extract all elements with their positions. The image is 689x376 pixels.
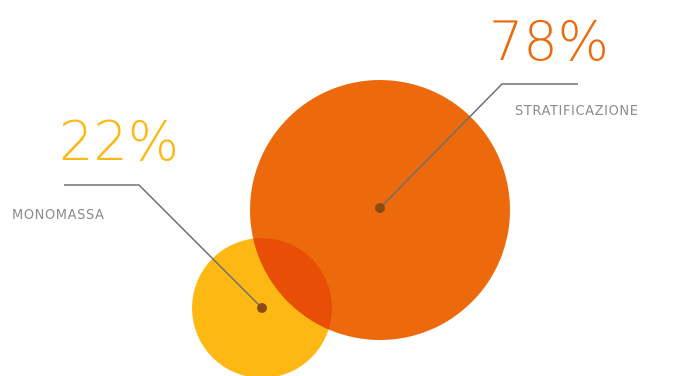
category-label-monomassa: MONOMASSA <box>12 208 105 223</box>
category-label-stratificazione: STRATIFICAZIONE <box>515 104 639 119</box>
dot-stratificazione <box>375 203 385 213</box>
bubble-overlap <box>250 238 332 340</box>
leader-line-monomassa <box>64 184 263 309</box>
leader-line-stratificazione <box>379 83 578 209</box>
dot-monomassa <box>257 303 267 313</box>
percent-label-stratificazione: 78% <box>489 10 609 73</box>
percent-label-monomassa: 22% <box>59 110 179 173</box>
